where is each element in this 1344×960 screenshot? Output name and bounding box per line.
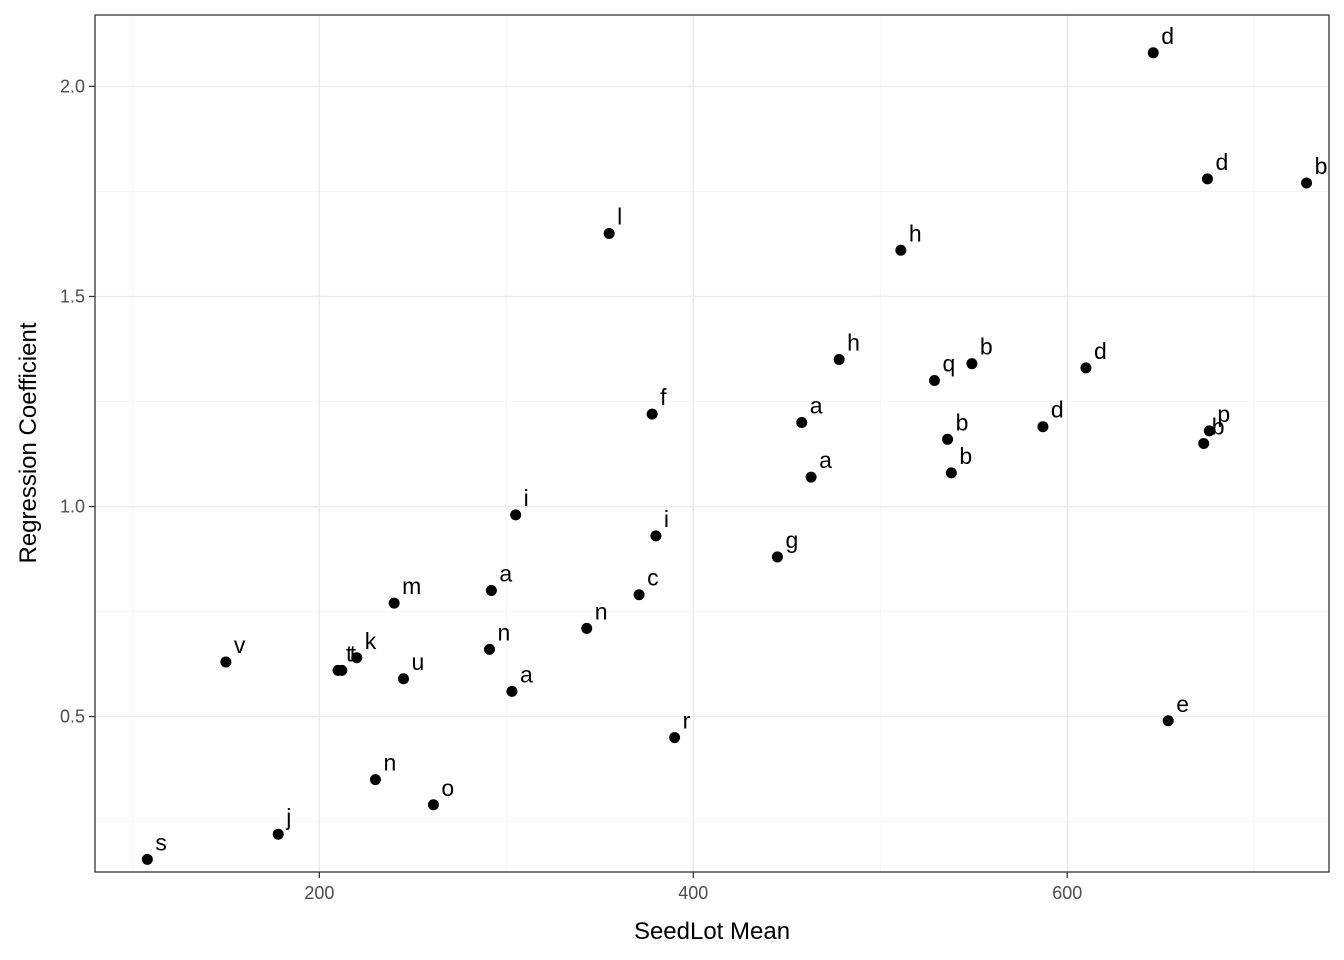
data-point-label: i (664, 506, 669, 532)
data-point (796, 416, 808, 428)
data-point (398, 673, 409, 685)
y-tick-label: 0.5 (60, 707, 85, 727)
y-axis-ticks: 0.5 1.0 1.5 2.0 (60, 76, 95, 727)
data-point-label: n (383, 750, 396, 776)
data-point (669, 732, 681, 744)
data-point-label: b (1315, 153, 1328, 179)
data-point-label: a (520, 661, 533, 687)
data-point-label: q (942, 350, 955, 376)
data-point (510, 509, 522, 521)
data-point (272, 828, 284, 840)
data-point-label: j (285, 804, 291, 830)
data-point (506, 685, 518, 697)
data-point (895, 244, 907, 256)
y-tick-label: 2.0 (60, 76, 85, 96)
data-point (1162, 715, 1174, 727)
data-point-label: d (1051, 397, 1064, 423)
data-point-label: t (346, 640, 353, 666)
data-point (484, 643, 496, 655)
data-point (1037, 421, 1049, 433)
data-point (1201, 173, 1213, 185)
data-point-label: e (1176, 691, 1189, 717)
data-point (485, 585, 497, 597)
data-point (1147, 47, 1159, 59)
data-point-label: a (810, 392, 823, 418)
data-point-label: b (959, 443, 972, 469)
data-point-label: n (595, 598, 608, 624)
data-point (650, 530, 662, 542)
data-point (633, 589, 645, 601)
data-point-label: a (819, 447, 832, 473)
data-point-label: m (402, 573, 421, 599)
data-point-label: s (155, 829, 167, 855)
data-point-label: i (524, 485, 529, 511)
data-point (945, 467, 957, 479)
y-tick-label: 1.5 (60, 286, 85, 306)
data-point (646, 408, 658, 420)
data-point (1203, 425, 1215, 437)
data-point (805, 471, 817, 483)
data-point-label: u (412, 649, 425, 675)
data-point-label: a (499, 561, 512, 587)
data-point-label: p (1217, 401, 1230, 427)
data-point (928, 374, 940, 386)
data-point (833, 353, 845, 365)
data-point-label: c (647, 565, 659, 591)
data-point-label: d (1161, 23, 1174, 49)
data-point (1301, 177, 1313, 189)
data-point-label: b (980, 334, 993, 360)
grid-lines (95, 15, 1329, 872)
data-point (1198, 438, 1210, 449)
y-tick-label: 1.0 (60, 497, 85, 517)
data-point-label: v (234, 632, 246, 658)
data-point (369, 774, 381, 786)
plot-panel-border (94, 14, 1330, 873)
data-point-label: b (1212, 414, 1225, 440)
data-point (966, 358, 978, 370)
data-point (942, 433, 954, 445)
x-tick-label: 200 (304, 883, 334, 903)
data-point-label: o (441, 775, 454, 801)
y-axis-title: Regression Coefficient (15, 322, 42, 563)
data-point (351, 652, 363, 664)
data-point-label: n (498, 619, 511, 645)
data-point-label: l (617, 203, 622, 229)
data-point (336, 664, 348, 676)
x-tick-label: 400 (678, 883, 708, 903)
data-point-label: g (785, 527, 798, 553)
data-point-label: d (1215, 149, 1228, 175)
data-point-label: d (1094, 338, 1107, 364)
data-point-label: f (660, 384, 667, 410)
data-point (388, 597, 400, 609)
x-axis-title: SeedLot Mean (634, 918, 790, 945)
data-point-label: r (683, 708, 691, 734)
data-points (141, 47, 1313, 865)
data-point-label: b (956, 409, 969, 435)
data-point (427, 799, 439, 811)
data-point-label: k (365, 628, 377, 654)
data-point (141, 853, 153, 865)
data-point (220, 656, 232, 668)
data-point-label: h (909, 220, 922, 246)
data-point (1080, 362, 1092, 374)
x-tick-label: 600 (1052, 883, 1082, 903)
data-point-label: t (350, 640, 357, 666)
data-point (771, 551, 783, 563)
data-point-label: h (847, 329, 860, 355)
x-axis-ticks: 200 400 600 (304, 872, 1082, 903)
data-point (603, 227, 615, 239)
data-point (581, 622, 593, 634)
